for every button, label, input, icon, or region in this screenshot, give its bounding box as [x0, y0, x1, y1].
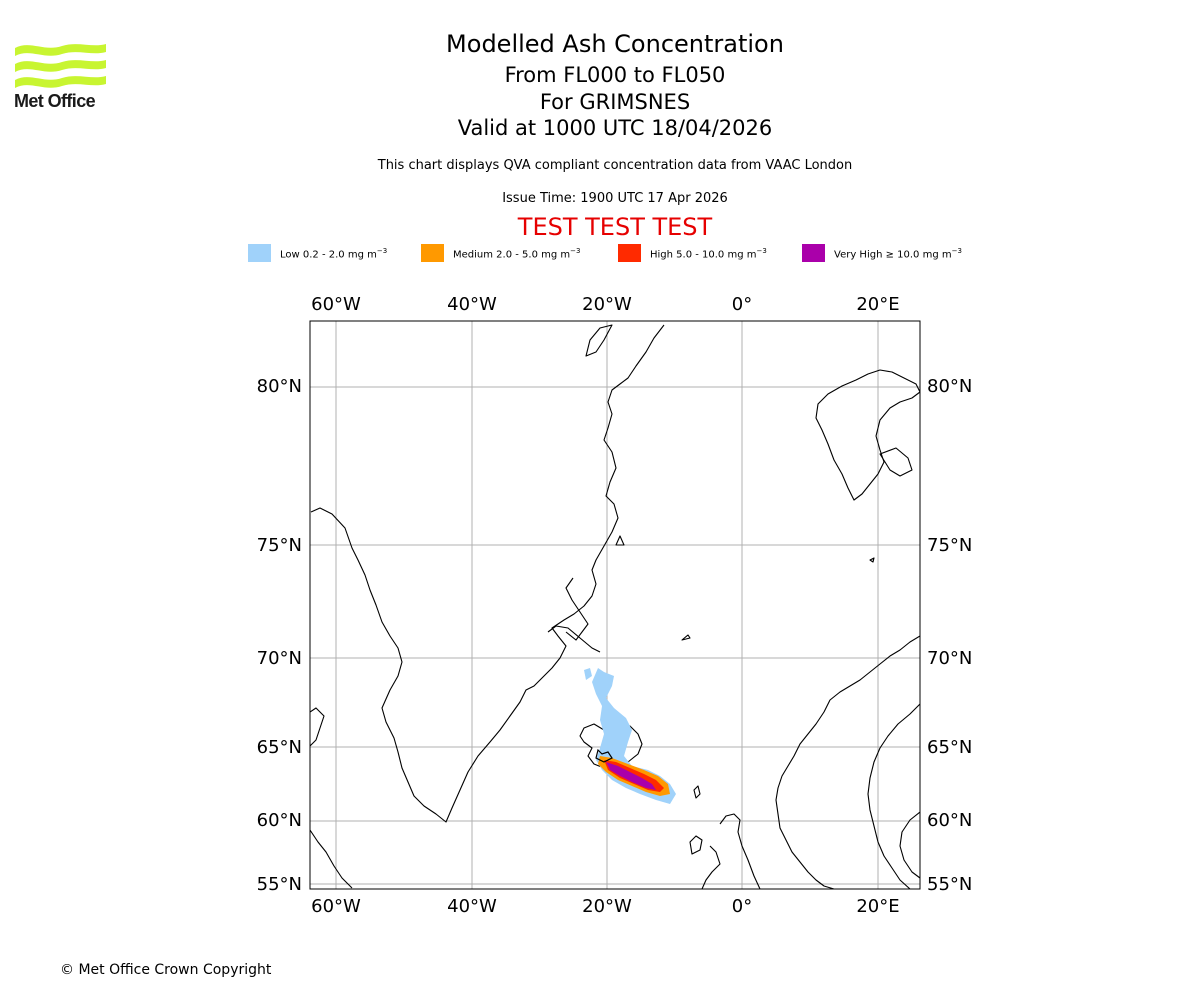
flight-level-range: From FL000 to FL050	[504, 63, 726, 87]
lon-label-bottom: 20°W	[582, 896, 632, 917]
legend-label-low: Low 0.2 - 2.0 mg m	[280, 249, 377, 261]
legend-swatch-very-high	[802, 244, 825, 262]
legend-swatch-high	[618, 244, 641, 262]
legend-label-medium: Medium 2.0 - 5.0 mg m	[453, 249, 571, 261]
lat-label-right: 55°N	[927, 874, 972, 895]
lat-label-right: 60°N	[927, 810, 972, 831]
legend-swatch-low	[248, 244, 271, 262]
svalbard-coastline	[815, 369, 920, 501]
scandinavia-coastline	[775, 635, 920, 889]
lon-label-bottom: 60°W	[311, 896, 361, 917]
graticule	[310, 321, 920, 889]
lon-label-top: 40°W	[447, 294, 497, 315]
ash-very-high	[606, 762, 656, 790]
lat-label-left: 60°N	[257, 810, 302, 831]
volcano-name: For GRIMSNES	[539, 90, 691, 114]
volcano-marker	[595, 748, 613, 763]
chart-title: Modelled Ash Concentration	[446, 30, 784, 58]
logo-text: Met Office	[14, 91, 96, 111]
met-office-logo	[15, 44, 106, 88]
lon-label-top: 0°	[732, 294, 752, 315]
legend-swatch-medium	[421, 244, 444, 262]
lat-labels-right: 80°N 75°N 70°N 65°N 60°N 55°N	[927, 376, 972, 895]
lat-label-right: 80°N	[927, 376, 972, 397]
lat-label-left: 80°N	[257, 376, 302, 397]
greenland-coastline	[310, 324, 665, 823]
ash-low-fragment	[584, 668, 592, 680]
lon-label-bottom: 0°	[732, 896, 752, 917]
test-warning: TEST TEST TEST	[517, 213, 713, 241]
lon-label-top: 60°W	[311, 294, 361, 315]
valid-time: Valid at 1000 UTC 18/04/2026	[457, 116, 773, 140]
lon-label-bottom: 40°W	[447, 896, 497, 917]
copyright: © Met Office Crown Copyright	[60, 962, 272, 978]
lat-label-left: 55°N	[257, 874, 302, 895]
lat-label-left: 65°N	[257, 737, 302, 758]
ash-plume	[584, 668, 676, 804]
uk-coastline	[701, 813, 761, 889]
issue-time: Issue Time: 1900 UTC 17 Apr 2026	[502, 191, 728, 206]
lat-labels-left: 80°N 75°N 70°N 65°N 60°N 55°N	[257, 376, 302, 895]
map-frame	[309, 320, 921, 890]
lat-label-right: 75°N	[927, 535, 972, 556]
lon-labels-bottom: 60°W 40°W 20°W 0° 20°E	[311, 896, 899, 917]
lon-label-top: 20°W	[582, 294, 632, 315]
lat-label-left: 75°N	[257, 535, 302, 556]
lon-label-bottom: 20°E	[856, 896, 899, 917]
legend-label-very-high: Very High ≥ 10.0 mg m	[834, 249, 952, 261]
lat-label-right: 70°N	[927, 648, 972, 669]
lon-label-top: 20°E	[856, 294, 899, 315]
lat-label-right: 65°N	[927, 737, 972, 758]
chart-subtitle: This chart displays QVA compliant concen…	[377, 158, 853, 173]
lon-labels-top: 60°W 40°W 20°W 0° 20°E	[311, 294, 899, 315]
lat-label-left: 70°N	[257, 648, 302, 669]
legend-label-high: High 5.0 - 10.0 mg m	[650, 249, 757, 261]
